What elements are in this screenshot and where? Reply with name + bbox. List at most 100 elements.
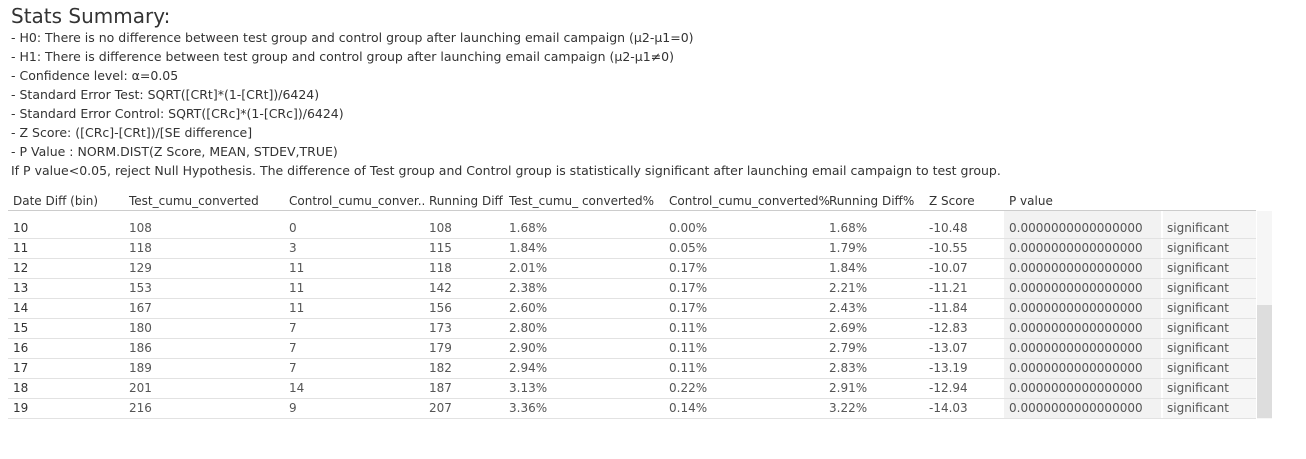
- table-cell: 129: [129, 261, 152, 275]
- table-cell: 2.60%: [509, 301, 548, 315]
- note-line: If P value<0.05, reject Null Hypothesis.…: [11, 163, 1001, 178]
- table-cell: 118: [429, 261, 452, 275]
- table-cell: 187: [429, 381, 452, 395]
- table-cell: 0.17%: [669, 301, 708, 315]
- table-cell: 0.0000000000000000: [1009, 321, 1143, 335]
- table-cell: 2.83%: [829, 361, 868, 375]
- table-cell: 0.0000000000000000: [1009, 401, 1143, 415]
- table-cell: 0.0000000000000000: [1009, 381, 1143, 395]
- table-cell: -10.48: [929, 221, 968, 235]
- note-line: - Confidence level: α=0.05: [11, 68, 179, 83]
- column-header: Control_cumu_conver..: [289, 194, 426, 208]
- table-cell: 1.68%: [829, 221, 868, 235]
- table-cell: significant: [1167, 221, 1229, 235]
- table-cell: 9: [289, 401, 297, 415]
- table-cell: significant: [1167, 301, 1229, 315]
- table-cell: 0.17%: [669, 261, 708, 275]
- table-cell: 2.21%: [829, 281, 868, 295]
- row-separator: [8, 338, 1256, 339]
- table-cell: 18: [13, 381, 29, 395]
- table-cell: 207: [429, 401, 452, 415]
- table-cell: -13.07: [929, 341, 968, 355]
- table-cell: -10.55: [929, 241, 968, 255]
- table-cell: significant: [1167, 381, 1229, 395]
- table-cell: 167: [129, 301, 152, 315]
- table-cell: 2.01%: [509, 261, 548, 275]
- table-cell: 2.43%: [829, 301, 868, 315]
- table-cell: 14: [13, 301, 29, 315]
- table-cell: significant: [1167, 281, 1229, 295]
- row-separator: [8, 258, 1256, 259]
- table-cell: 0.0000000000000000: [1009, 261, 1143, 275]
- table-cell: 108: [429, 221, 452, 235]
- column-header: Running Diff%: [829, 194, 915, 208]
- table-cell: 186: [129, 341, 152, 355]
- pvalue-bg: [1004, 211, 1161, 419]
- column-header: Date Diff (bin): [13, 194, 99, 208]
- table-cell: 0.0000000000000000: [1009, 221, 1143, 235]
- table-cell: -10.07: [929, 261, 968, 275]
- table-cell: 2.79%: [829, 341, 868, 355]
- table-cell: 118: [129, 241, 152, 255]
- table-cell: 180: [129, 321, 152, 335]
- table-cell: 179: [429, 341, 452, 355]
- table-cell: 0.17%: [669, 281, 708, 295]
- row-separator: [8, 358, 1256, 359]
- table-cell: 7: [289, 341, 297, 355]
- table-cell: 1.84%: [829, 261, 868, 275]
- column-header: Control_cumu_converted%: [669, 194, 830, 208]
- scrollbar-thumb[interactable]: [1257, 305, 1272, 418]
- table-cell: 14: [289, 381, 305, 395]
- table-cell: 10: [13, 221, 29, 235]
- table-cell: -11.84: [929, 301, 968, 315]
- table-cell: significant: [1167, 401, 1229, 415]
- row-separator: [8, 278, 1256, 279]
- significance-bg: [1163, 211, 1256, 419]
- row-separator: [8, 378, 1256, 379]
- note-line: - Standard Error Test: SQRT([CRt]*(1-[CR…: [11, 87, 320, 102]
- note-line: - Standard Error Control: SQRT([CRc]*(1-…: [11, 106, 344, 121]
- table-cell: significant: [1167, 261, 1229, 275]
- table-cell: -13.19: [929, 361, 968, 375]
- table-cell: 3.13%: [509, 381, 548, 395]
- note-line: - H0: There is no difference between tes…: [11, 30, 694, 45]
- table-cell: 0.05%: [669, 241, 708, 255]
- table-cell: 0.0000000000000000: [1009, 361, 1143, 375]
- column-header: Z Score: [929, 194, 975, 208]
- table-cell: 11: [289, 281, 305, 295]
- table-cell: 0.11%: [669, 361, 708, 375]
- table-cell: 7: [289, 321, 297, 335]
- table-cell: significant: [1167, 361, 1229, 375]
- table-cell: 2.90%: [509, 341, 548, 355]
- row-separator: [8, 238, 1256, 239]
- table-cell: 1.79%: [829, 241, 868, 255]
- table-cell: 153: [129, 281, 152, 295]
- table-cell: 11: [13, 241, 29, 255]
- column-header: Test_cumu_converted: [129, 194, 259, 208]
- table-cell: 0.11%: [669, 341, 708, 355]
- table-cell: 2.80%: [509, 321, 548, 335]
- table-cell: significant: [1167, 321, 1229, 335]
- table-cell: significant: [1167, 241, 1229, 255]
- table-cell: 0.0000000000000000: [1009, 341, 1143, 355]
- table-cell: 201: [129, 381, 152, 395]
- row-separator: [8, 318, 1256, 319]
- table-cell: 2.69%: [829, 321, 868, 335]
- table-cell: 11: [289, 261, 305, 275]
- row-separator: [8, 298, 1256, 299]
- table-cell: 115: [429, 241, 452, 255]
- table-cell: 17: [13, 361, 29, 375]
- table-cell: -12.83: [929, 321, 968, 335]
- table-cell: 0.0000000000000000: [1009, 241, 1143, 255]
- table-cell: 0.0000000000000000: [1009, 281, 1143, 295]
- table-cell: 12: [13, 261, 29, 275]
- table-cell: 3: [289, 241, 297, 255]
- table-cell: -14.03: [929, 401, 968, 415]
- table-cell: -12.94: [929, 381, 968, 395]
- table-cell: 189: [129, 361, 152, 375]
- table-cell: 19: [13, 401, 29, 415]
- table-cell: -11.21: [929, 281, 968, 295]
- table-cell: 0.11%: [669, 321, 708, 335]
- table-cell: 0.0000000000000000: [1009, 301, 1143, 315]
